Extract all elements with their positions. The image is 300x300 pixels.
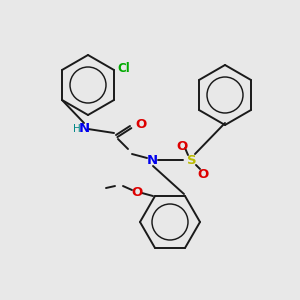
Text: Cl: Cl xyxy=(117,62,130,76)
Text: O: O xyxy=(135,118,146,130)
Text: N: N xyxy=(146,154,158,166)
Text: O: O xyxy=(131,185,142,199)
Text: N: N xyxy=(78,122,90,134)
Text: O: O xyxy=(197,169,208,182)
Text: S: S xyxy=(187,154,197,166)
Text: O: O xyxy=(176,140,188,152)
Text: H: H xyxy=(73,124,81,134)
